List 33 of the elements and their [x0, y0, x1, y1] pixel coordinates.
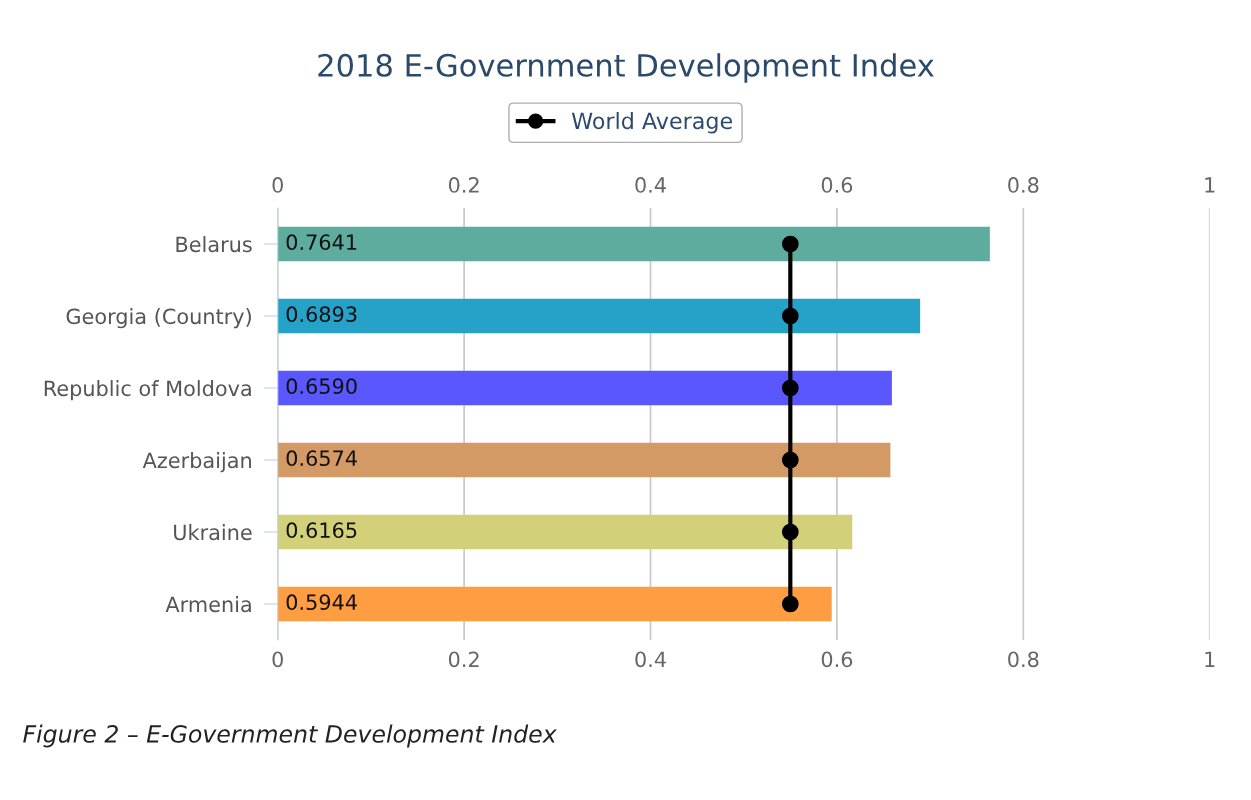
- x2-tick-label: 0.4: [635, 177, 666, 193]
- data-label: 0.6590: [286, 378, 357, 395]
- y-tick-label: Republic of Moldova: [44, 380, 251, 401]
- bar: [277, 226, 990, 262]
- x-tick-label: 0.2: [448, 651, 479, 668]
- caption: Figure 2 – E-Government Development Index: [23, 724, 557, 748]
- y-tick-label: Azerbaijan: [142, 452, 251, 473]
- chart-title: 2018 E-Government Development Index: [318, 53, 934, 83]
- data-label: 0.6574: [286, 450, 357, 467]
- x2-tick-label: 1: [1205, 177, 1215, 193]
- data-label: 0.6893: [286, 306, 357, 323]
- x-tick-label: 1: [1205, 651, 1215, 667]
- data-label: 0.5944: [286, 594, 357, 611]
- legend-label: World Average: [571, 112, 732, 134]
- bar: [277, 370, 892, 406]
- x-tick-label: 0.4: [635, 651, 666, 668]
- x2-tick-label: 0.2: [448, 177, 479, 193]
- x2-tick-label: 0.8: [1008, 177, 1039, 193]
- y-tick-label: Armenia: [165, 596, 251, 613]
- bar: [277, 586, 832, 622]
- bar: [277, 514, 853, 550]
- x-tick-label: 0: [272, 651, 283, 668]
- x2-tick-label: 0: [272, 177, 283, 193]
- y-tick-label: Ukraine: [174, 524, 252, 541]
- data-label: 0.6165: [286, 522, 357, 539]
- bar: [277, 442, 891, 478]
- x-tick-label: 0.6: [821, 651, 853, 668]
- y-tick-label: Georgia (Country): [66, 308, 251, 329]
- y-tick-label: Belarus: [176, 236, 252, 253]
- x-tick-label: 0.8: [1008, 651, 1039, 668]
- data-label: 0.7641: [286, 234, 357, 251]
- x2-tick-label: 0.6: [821, 177, 853, 193]
- bar: [277, 298, 921, 334]
